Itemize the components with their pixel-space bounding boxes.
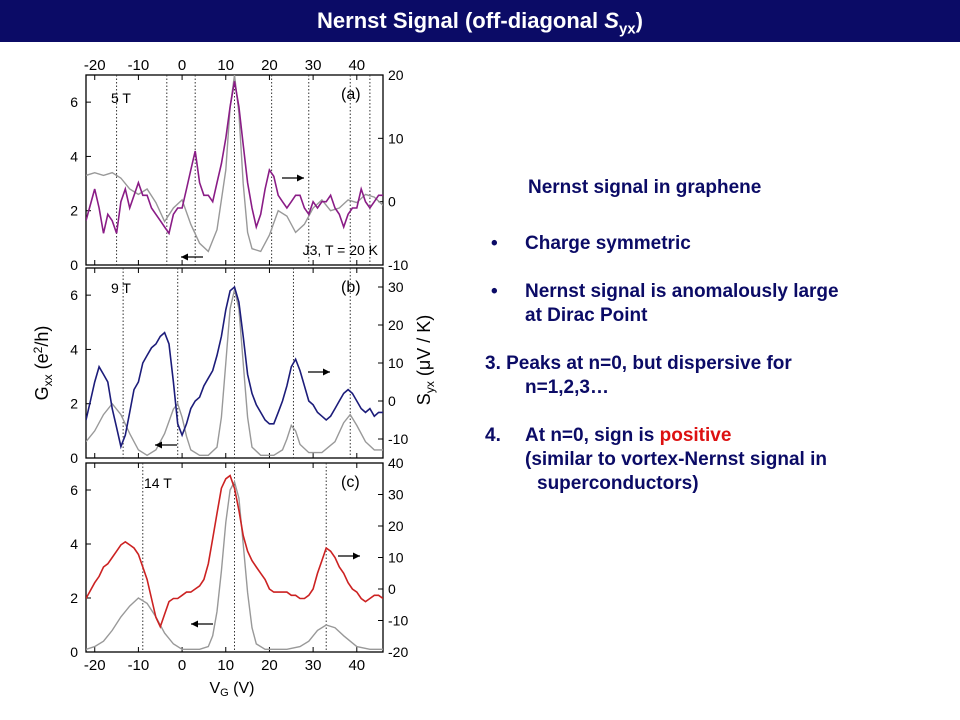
x-tick-label-bottom: -20 [84, 657, 106, 674]
bullet-marker: • [491, 233, 498, 254]
left-tick-label: 6 [70, 482, 78, 498]
title-subscript: yx [618, 20, 636, 38]
right-axis-title: Syx (μV / K) [414, 315, 437, 405]
panel-c: 0 2 4 6 -20 -10 0 10 20 30 40 (c) 14 T [70, 455, 408, 660]
item-4-number: 4. [485, 425, 501, 446]
right-tick-label: -10 [388, 431, 408, 447]
field-label-a: 5 T [111, 90, 131, 106]
syx-curve-a [86, 81, 383, 236]
x-tick-label-top: 40 [348, 57, 365, 74]
item-3-line1: 3. Peaks at n=0, but dispersive for [485, 353, 792, 374]
x-tick-label-top: 20 [261, 57, 278, 74]
panel-note-a: J3, T = 20 K [303, 242, 379, 258]
x-tick-label-top: 0 [178, 57, 186, 74]
bullet-marker: • [491, 281, 498, 302]
bullet-item-1: • Charge symmetric [485, 232, 945, 256]
x-tick-label-top: 10 [217, 57, 234, 74]
panel-tag-a: (a) [341, 86, 361, 103]
right-tick-label: 0 [388, 194, 396, 210]
right-tick-label: 0 [388, 581, 396, 597]
left-tick-label: 6 [70, 287, 78, 303]
panel-a: 0 2 4 6 -10 0 10 20 (a) 5 T J3, T = 20 K [70, 67, 408, 273]
left-axis-arrow-a-head [181, 253, 188, 261]
title-symbol: S [604, 8, 619, 33]
right-tick-label: -10 [388, 257, 408, 273]
left-tick-label: 4 [70, 148, 78, 164]
right-tick-label: -20 [388, 644, 408, 660]
right-tick-label: 30 [388, 279, 404, 295]
left-axis-title: Gxx (e2/h) [31, 326, 55, 401]
right-tick-label: 0 [388, 393, 396, 409]
x-tick-label-bottom: 30 [305, 657, 322, 674]
right-tick-label: 40 [388, 455, 404, 471]
left-tick-label: 4 [70, 536, 78, 552]
x-tick-label-top: -10 [128, 57, 150, 74]
right-tick-label: 10 [388, 130, 404, 146]
gxx-curve-c [86, 480, 383, 650]
left-tick-label: 4 [70, 341, 78, 357]
x-tick-label-bottom: 0 [178, 657, 186, 674]
gxx-curve-b [86, 289, 383, 457]
left-axis-arrow-c-head [191, 620, 198, 628]
x-tick-label-bottom: 40 [348, 657, 365, 674]
bullet-item-2: • Nernst signal is anomalously large at D… [485, 280, 945, 328]
notes-heading: Nernst signal in graphene [528, 177, 762, 198]
numbered-item-4: 4. At n=0, sign is positive (similar to v… [485, 424, 945, 496]
x-tick-label-bottom: -10 [128, 657, 150, 674]
right-axis-arrow-a-head [297, 174, 304, 182]
right-tick-label: 30 [388, 487, 404, 503]
left-tick-label: 2 [70, 396, 78, 412]
panel-tag-c: (c) [341, 474, 360, 491]
field-label-b: 9 T [111, 280, 131, 296]
left-tick-label: 2 [70, 590, 78, 606]
x-tick-label-bottom: 10 [217, 657, 234, 674]
slide-title: Nernst Signal (off-diagonal Syx) [0, 0, 960, 42]
right-tick-label: 20 [388, 317, 404, 333]
item-4-text: At n=0, sign is [525, 425, 660, 446]
syx-curve-c [86, 474, 383, 629]
notes-panel: Nernst signal in graphene • Charge symme… [485, 176, 945, 520]
title-end: ) [635, 8, 643, 33]
title-main: Nernst Signal (off-diagonal [317, 8, 605, 33]
x-axis-title: VG (V) [209, 680, 254, 699]
x-tick-label-top: -20 [84, 57, 106, 74]
item-4-highlight: positive [659, 425, 732, 446]
item-3-line2: n=1,2,3… [525, 377, 609, 398]
left-axis-arrow-b-head [155, 441, 162, 449]
left-tick-label: 2 [70, 203, 78, 219]
left-tick-label: 0 [70, 450, 78, 466]
bullet-text-1: Charge symmetric [525, 233, 691, 254]
left-tick-label: 0 [70, 257, 78, 273]
right-tick-label: 10 [388, 355, 404, 371]
panel-tag-b: (b) [341, 279, 361, 296]
field-label-c: 14 T [144, 475, 172, 491]
right-axis-arrow-c-head [353, 552, 360, 560]
numbered-item-3: 3. Peaks at n=0, but dispersive for n=1,… [485, 352, 945, 400]
left-tick-label: 0 [70, 644, 78, 660]
item-4-line2: (similar to vortex-Nernst signal in [525, 449, 827, 470]
right-tick-label: -10 [388, 613, 408, 629]
left-tick-label: 6 [70, 94, 78, 110]
item-4-line3: superconductors) [537, 473, 699, 494]
bullet-text-2-line1: Nernst signal is anomalously large [525, 281, 839, 302]
panel-b: 0 2 4 6 -10 0 10 20 30 (b) 9 T [70, 267, 408, 466]
x-tick-label-bottom: 20 [261, 657, 278, 674]
x-tick-label-top: 30 [305, 57, 322, 74]
right-tick-label: 20 [388, 518, 404, 534]
right-tick-label: 20 [388, 67, 404, 83]
right-tick-label: 10 [388, 550, 404, 566]
syx-curve-b [86, 285, 383, 450]
bullet-text-2-line2: at Dirac Point [525, 305, 648, 326]
right-axis-arrow-b-head [323, 368, 330, 376]
